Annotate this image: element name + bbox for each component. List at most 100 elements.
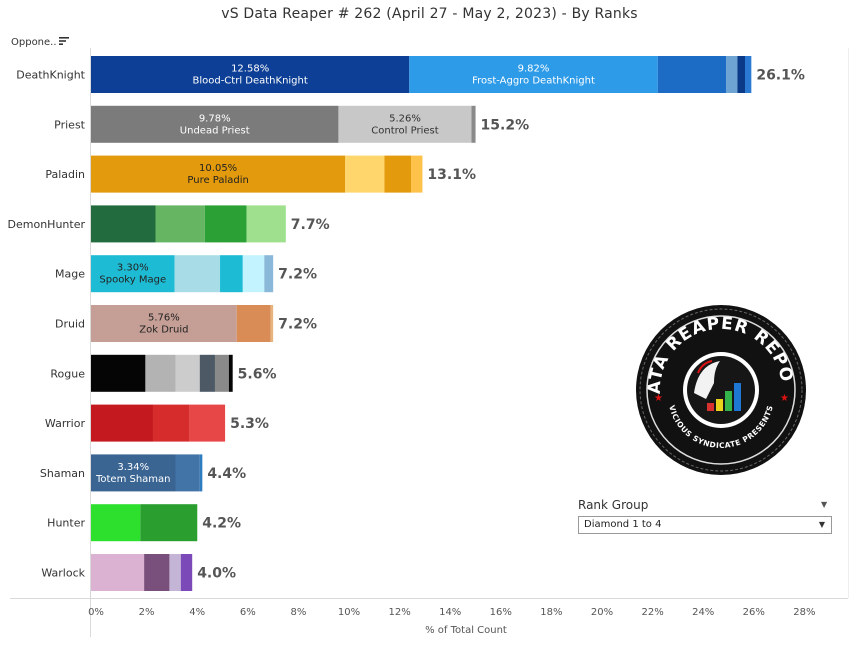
bar-segment (91, 554, 145, 591)
segment-name-label: Frost-Aggro DeathKnight (472, 76, 595, 87)
bar-segment (91, 56, 410, 93)
rank-group-select[interactable]: Diamond 1 to 4 ▼ (578, 516, 832, 534)
bar-segment (409, 56, 658, 93)
category-label: Hunter (47, 517, 85, 530)
bar-segment (228, 354, 233, 392)
bar-segment (220, 255, 243, 293)
bar-segment (175, 454, 200, 492)
bar-segment (152, 404, 190, 442)
x-tick-label: 20% (591, 607, 613, 618)
segment-name-label: Spooky Mage (99, 275, 166, 286)
total-label: 4.2% (202, 516, 241, 532)
x-tick-label: 18% (540, 607, 562, 618)
x-tick-label: 10% (338, 607, 360, 618)
svg-text:★: ★ (780, 393, 789, 404)
bar-segment (199, 354, 215, 392)
segment-name-label: Zok Druid (139, 325, 188, 336)
opponent-sort-label[interactable]: Oppone.. (11, 37, 57, 48)
total-label: 7.2% (278, 317, 317, 333)
bar-segment (214, 354, 229, 392)
bar-segment (175, 354, 200, 392)
svg-text:★: ★ (654, 393, 663, 404)
bar-segment (246, 205, 286, 243)
bar-segment (264, 255, 274, 293)
total-label: 4.4% (207, 466, 246, 482)
category-label: Warlock (41, 567, 85, 580)
x-tick-label: 0% (88, 607, 104, 618)
bar-segment (91, 305, 237, 342)
x-tick-label: 22% (641, 607, 663, 618)
category-label: Shaman (40, 467, 85, 480)
category-label: DeathKnight (16, 69, 85, 82)
total-label: 7.7% (291, 217, 330, 233)
segment-name-label: Control Priest (371, 125, 438, 136)
bar-segment (140, 504, 198, 542)
rank-group-menu-icon[interactable]: ▼ (821, 500, 828, 509)
total-label: 4.0% (197, 566, 236, 582)
bar-segment (155, 205, 205, 243)
segment-name-label: Totem Shaman (95, 474, 171, 485)
bar-segment (144, 554, 170, 591)
total-label: 5.6% (238, 366, 277, 382)
bar-segment (91, 454, 176, 492)
total-label: 7.2% (278, 267, 317, 283)
segment-pct-label: 9.78% (199, 113, 231, 124)
bar-segment (204, 205, 247, 243)
total-label: 15.2% (481, 117, 530, 133)
total-label: 13.1% (427, 167, 476, 183)
category-label: DemonHunter (8, 218, 86, 231)
x-tick-label: 4% (189, 607, 205, 618)
bar-segment (338, 105, 472, 143)
bar-segment (242, 255, 265, 293)
x-tick-label: 12% (388, 607, 410, 618)
bar-segment (174, 255, 221, 293)
chevron-down-icon: ▼ (818, 520, 825, 529)
category-label: Priest (54, 118, 86, 131)
bar-segment (169, 554, 181, 591)
segment-pct-label: 10.05% (199, 163, 237, 174)
bar-segment (471, 105, 476, 143)
x-axis-label: % of Total Count (425, 625, 507, 636)
data-reaper-logo: DATA REAPER REPORT VICIOUS SYNDICATE PRE… (634, 303, 806, 475)
bar-segment (91, 105, 339, 143)
bar-segment (657, 56, 727, 93)
x-tick-label: 26% (743, 607, 765, 618)
bar-segment (737, 56, 746, 93)
x-tick-label: 8% (290, 607, 306, 618)
bar-segment (91, 504, 141, 542)
segment-pct-label: 5.26% (389, 113, 421, 124)
bar-segment (145, 354, 176, 392)
x-tick-label: 2% (139, 607, 155, 618)
segment-name-label: Pure Paladin (187, 175, 249, 186)
x-tick-label: 16% (490, 607, 512, 618)
segment-pct-label: 5.76% (148, 313, 180, 324)
segment-pct-label: 3.30% (117, 263, 149, 274)
segment-name-label: Blood-Ctrl DeathKnight (192, 76, 307, 87)
bar-segment (91, 404, 153, 442)
category-label: Rogue (50, 367, 85, 380)
segment-pct-label: 9.82% (518, 64, 550, 75)
bar-segment (180, 554, 193, 591)
bar-segment (91, 155, 346, 193)
bar-segment (91, 255, 175, 293)
x-tick-label: 14% (439, 607, 461, 618)
segment-pct-label: 12.58% (231, 64, 269, 75)
x-tick-label: 28% (793, 607, 815, 618)
bar-segment (91, 354, 146, 392)
bar-segment (236, 305, 271, 342)
rank-group-selected: Diamond 1 to 4 (584, 519, 662, 530)
segment-name-label: Undead Priest (180, 125, 250, 136)
bar-segment (189, 404, 226, 442)
bar-segment (345, 155, 385, 193)
bar-segment (411, 155, 423, 193)
x-tick-label: 6% (240, 607, 256, 618)
category-label: Paladin (45, 168, 85, 181)
total-label: 26.1% (756, 68, 805, 84)
category-label: Mage (55, 268, 85, 281)
category-label: Warrior (45, 417, 86, 430)
x-tick-label: 24% (692, 607, 714, 618)
sort-icon[interactable] (58, 36, 70, 46)
rank-group-title: Rank Group (578, 498, 649, 512)
bar-segment (384, 155, 412, 193)
